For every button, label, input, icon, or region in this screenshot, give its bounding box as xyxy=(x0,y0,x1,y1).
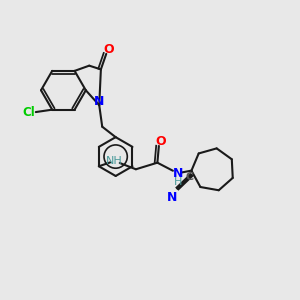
Text: Cl: Cl xyxy=(23,106,36,118)
Text: N: N xyxy=(172,167,183,180)
Text: H: H xyxy=(174,176,182,187)
Text: O: O xyxy=(156,135,166,148)
Text: C: C xyxy=(186,172,194,182)
Text: N: N xyxy=(94,95,104,108)
Text: NH: NH xyxy=(106,156,123,166)
Text: O: O xyxy=(103,43,114,56)
Text: N: N xyxy=(167,191,177,204)
